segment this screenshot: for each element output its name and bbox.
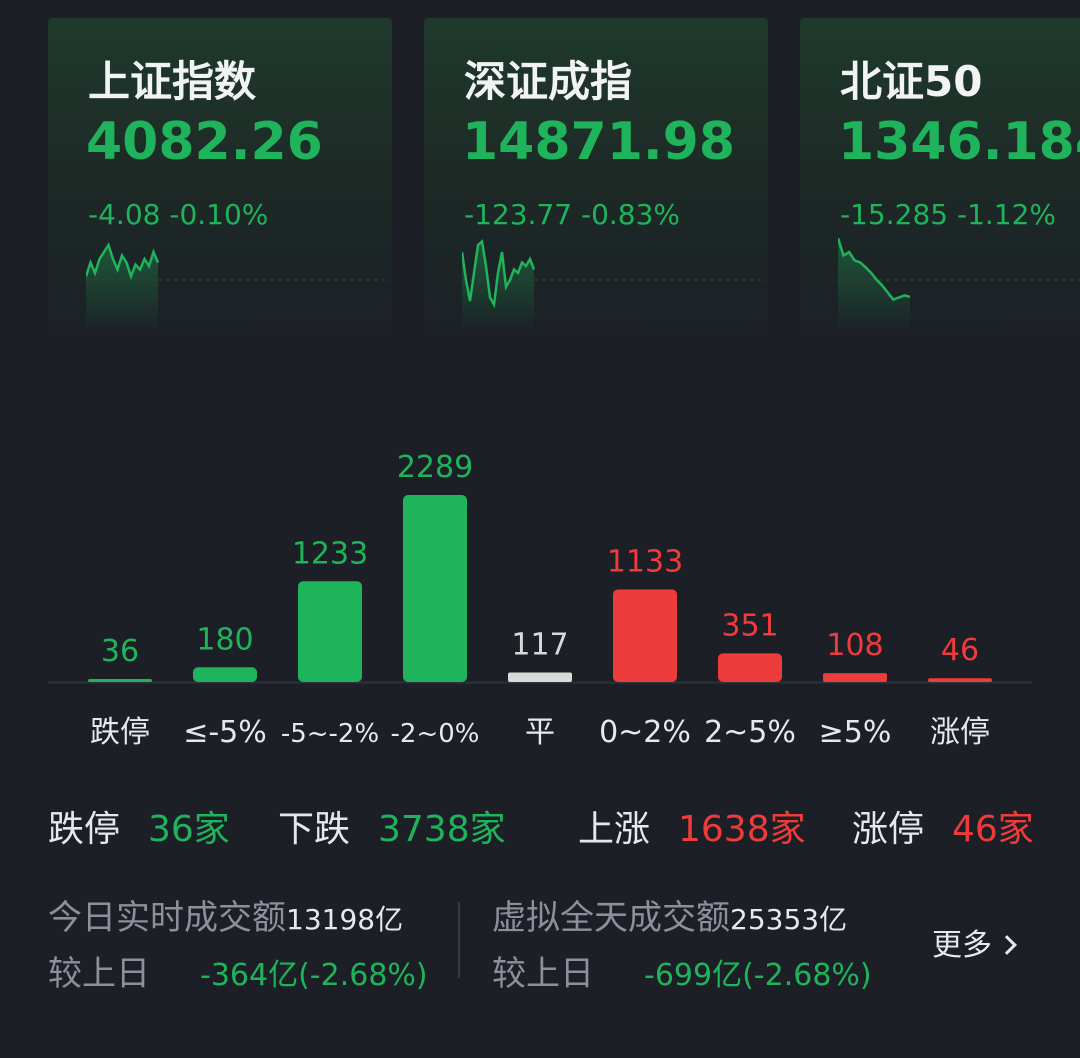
sparkline-area	[462, 241, 534, 328]
distribution-category-label: 涨停	[930, 715, 990, 750]
chevron-right-icon	[997, 935, 1017, 955]
distribution-category-label: -2~0%	[391, 719, 480, 749]
index-price: 14871.98	[462, 112, 736, 172]
more-label: 更多	[932, 928, 992, 963]
limit-down-count: 36家	[148, 809, 230, 850]
distribution-bar	[928, 678, 992, 682]
index-name: 上证指数	[88, 57, 257, 106]
limit-up-label: 涨停	[852, 809, 925, 850]
full-compare: 较上日 -699亿(-2.68%)	[492, 946, 872, 995]
full-turnover-value: 25353亿	[730, 903, 848, 936]
distribution-category-label: 跌停	[90, 715, 150, 750]
index-price: 1346.184	[838, 112, 1080, 172]
distribution-bar	[823, 673, 887, 682]
today-turnover-label: 今日实时成交额	[48, 898, 286, 938]
distribution-bar	[508, 672, 572, 682]
index-name: 北证50	[840, 57, 983, 106]
distribution-category-label: 平	[525, 715, 555, 750]
today-turnover: 今日实时成交额13198亿 较上日 -364亿(-2.68%)	[48, 890, 428, 994]
distribution-value-label: 108	[826, 628, 883, 663]
limit-up-count: 46家	[952, 809, 1034, 850]
distribution-value-label: 1133	[607, 544, 683, 579]
distribution-bar	[718, 653, 782, 682]
index-change-points: -123.77	[464, 198, 573, 231]
distribution-category-label: ≥5%	[819, 715, 892, 750]
distribution-value-label: 2289	[397, 450, 473, 485]
down-count: 3738家	[378, 809, 506, 850]
index-sparkline	[838, 238, 1080, 328]
distribution-bar	[298, 581, 362, 682]
up-count: 1638家	[678, 809, 806, 850]
full-turnover-label: 虚拟全天成交额	[492, 898, 730, 938]
distribution-bar	[88, 679, 152, 682]
index-card-shanghai[interactable]: 上证指数 4082.26 -4.08 -0.10%	[48, 18, 392, 360]
sparkline-area	[86, 245, 158, 328]
distribution-svg: 36 跌停 180 ≤-5% 1233 -5~-2% 2289 -2~0% 117 平 1133 0~…	[48, 450, 1032, 750]
distribution-bar	[403, 495, 467, 682]
index-change-percent: -1.12%	[956, 198, 1057, 231]
distribution-value-label: 36	[101, 634, 139, 669]
limit-down-label: 跌停	[48, 809, 121, 850]
distribution-category-label: 0~2%	[599, 715, 691, 750]
distribution-bar	[613, 589, 677, 682]
index-change: -123.77 -0.83%	[464, 198, 680, 231]
index-sparkline	[462, 239, 762, 328]
distribution-value-label: 351	[721, 608, 778, 643]
today-turnover-value: 13198亿	[286, 903, 404, 936]
change-distribution-chart[interactable]: 36 跌停 180 ≤-5% 1233 -5~-2% 2289 -2~0% 117 平 1133 0~…	[0, 420, 1080, 760]
index-card-shenzhen[interactable]: 深证成指 14871.98 -123.77 -0.83%	[424, 18, 768, 360]
index-change-percent: -0.10%	[169, 198, 269, 231]
sparkline-line	[86, 242, 160, 281]
index-change-percent: -0.83%	[580, 198, 681, 231]
distribution-category-label: ≤-5%	[183, 715, 267, 750]
distribution-category-label: 2~5%	[704, 715, 796, 750]
index-change-points: -15.285	[840, 198, 949, 231]
full-compare-value: -699亿(-2.68%)	[644, 958, 872, 993]
index-cards: 上证指数 4082.26 -4.08 -0.10% 深证成指 14871.98 …	[0, 0, 1080, 360]
sparkline-area	[838, 238, 910, 328]
today-compare-label: 较上日	[48, 954, 150, 994]
sparkline-line	[462, 239, 536, 309]
full-day-turnover: 虚拟全天成交额25353亿 较上日 -699亿(-2.68%)	[492, 890, 872, 994]
full-compare-label: 较上日	[492, 954, 594, 994]
index-card-beijing50[interactable]: 北证50 1346.184 -15.285 -1.12%	[800, 18, 1080, 360]
up-label: 上涨	[578, 809, 651, 850]
index-change: -4.08 -0.10%	[88, 198, 268, 231]
index-change: -15.285 -1.12%	[840, 198, 1056, 231]
distribution-value-label: 1233	[292, 536, 368, 571]
today-compare-value: -364亿(-2.68%)	[200, 958, 428, 993]
turnover-divider	[458, 902, 460, 978]
index-change-points: -4.08	[88, 198, 161, 231]
today-compare: 较上日 -364亿(-2.68%)	[48, 946, 428, 995]
index-price: 4082.26	[86, 112, 323, 172]
advance-decline-summary: 跌停 36家 下跌 3738家 上涨 1638家 涨停 46家	[48, 800, 1048, 850]
index-name: 深证成指	[464, 57, 633, 106]
distribution-value-label: 180	[196, 622, 253, 657]
distribution-value-label: 117	[511, 627, 568, 662]
distribution-category-label: -5~-2%	[281, 719, 379, 749]
index-sparkline	[86, 242, 386, 328]
more-button[interactable]: 更多	[932, 920, 1017, 964]
distribution-value-label: 46	[941, 633, 979, 668]
distribution-bar	[193, 667, 257, 682]
sparkline-line	[838, 238, 911, 302]
down-label: 下跌	[278, 809, 351, 850]
